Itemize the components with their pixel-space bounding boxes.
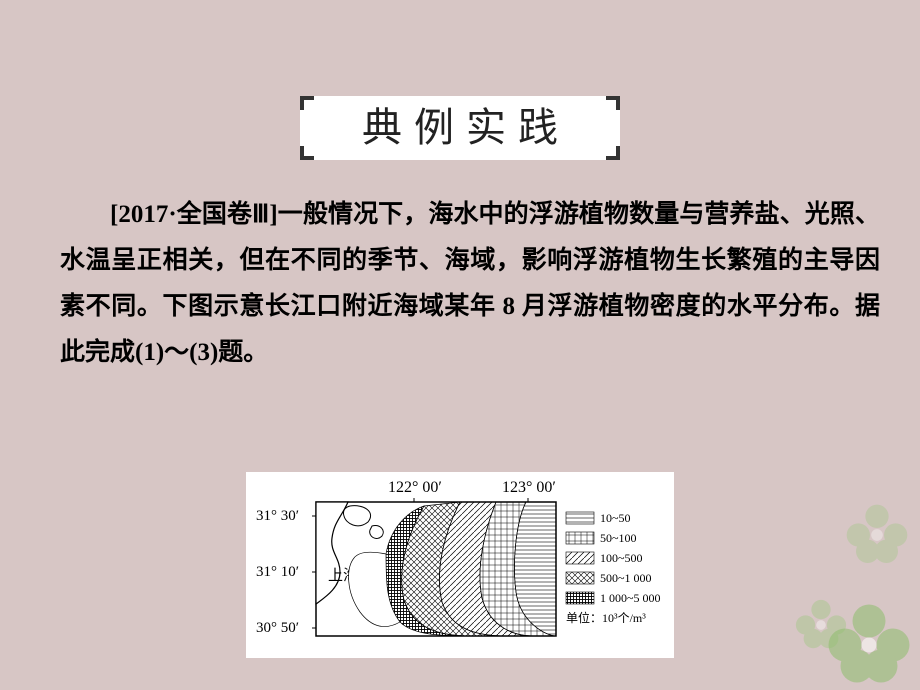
legend-label-0: 10~50 <box>600 511 631 525</box>
bracket-br <box>606 146 620 160</box>
legend: 10~50 50~100 100~500 500~1 000 1 000~5 0… <box>566 511 661 625</box>
map-figure: 122° 00′ 123° 00′ 31° 30′ 31° 10′ 30° 50… <box>246 472 674 658</box>
bracket-tl <box>300 96 314 110</box>
flower-decoration-3 <box>824 600 914 690</box>
legend-label-4: 1 000~5 000 <box>600 591 661 605</box>
lon-label-2: 123° 00′ <box>502 479 556 496</box>
coastline <box>316 502 348 604</box>
legend-label-1: 50~100 <box>600 531 637 545</box>
island-2 <box>370 526 384 539</box>
lon-label-1: 122° 00′ <box>388 479 442 496</box>
legend-label-3: 500~1 000 <box>600 571 652 585</box>
legend-unit: 单位：10³个/m³ <box>566 610 646 625</box>
island-1 <box>343 506 370 526</box>
legend-label-2: 100~500 <box>600 551 643 565</box>
lat-label-2: 31° 10′ <box>256 564 299 580</box>
bracket-bl <box>300 146 314 160</box>
bracket-tr <box>606 96 620 110</box>
lat-label-3: 30° 50′ <box>256 620 299 636</box>
question-passage: [2017·全国卷Ⅲ]一般情况下，海水中的浮游植物数量与营养盐、光照、水温呈正相… <box>60 192 880 376</box>
source-citation: [2017·全国卷Ⅲ] <box>110 201 278 228</box>
section-title: 典例实践 <box>300 96 620 160</box>
flower-decoration-1 <box>842 500 912 570</box>
lat-label-1: 31° 30′ <box>256 508 299 524</box>
section-title-box: 典例实践 <box>300 96 620 160</box>
